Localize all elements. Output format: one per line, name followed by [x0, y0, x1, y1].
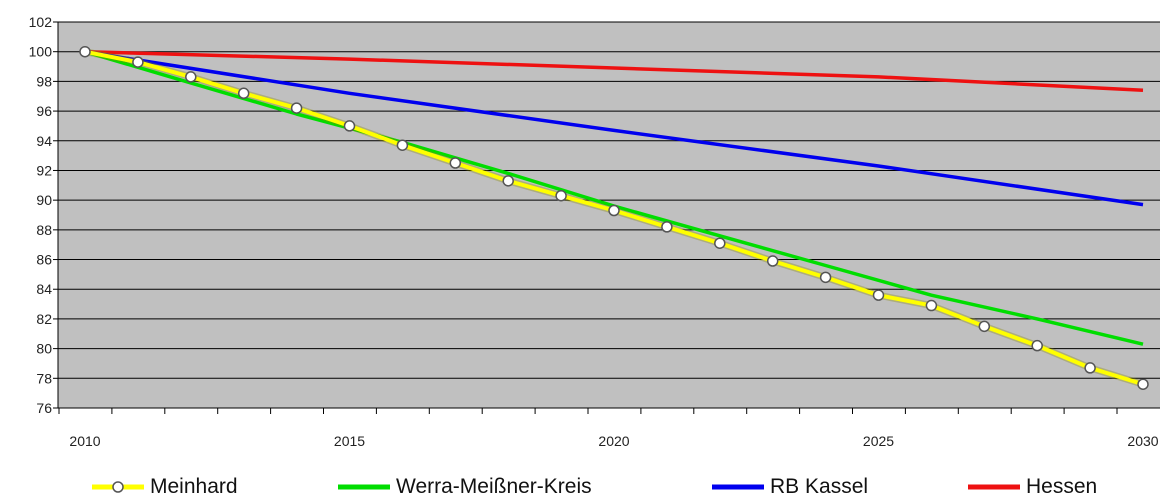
y-tick-label: 90: [36, 192, 52, 208]
data-point-meinhard: [555, 189, 567, 202]
y-tick-label: 100: [29, 44, 53, 60]
axes: 76 78 80 82 84 86 88 90 92 94 96 98 100 102 2010 2015 20…: [29, 14, 1160, 449]
legend-label-meinhard: Meinhard: [150, 475, 238, 498]
data-point-meinhard: [185, 71, 197, 83]
y-tick-label: 88: [36, 222, 52, 238]
data-point-meinhard: [396, 139, 409, 151]
series-layer: [79, 45, 1149, 390]
data-point-meinhard: [819, 271, 832, 284]
x-tick-label: 2030: [1127, 433, 1158, 449]
legend-swatch-hessen: [968, 484, 1020, 490]
y-tick-label: 92: [36, 162, 52, 178]
data-point-meinhard: [343, 120, 356, 132]
y-tick-label: 86: [36, 252, 52, 268]
data-point-meinhard: [714, 237, 726, 249]
y-tick-label: 78: [36, 370, 52, 386]
data-point-meinhard: [978, 320, 991, 333]
data-point-meinhard: [502, 175, 514, 187]
y-tick-label: 76: [36, 400, 52, 416]
data-point-meinhard: [661, 221, 673, 233]
y-tick-label: 82: [36, 311, 52, 327]
line-chart: 76 78 80 82 84 86 88 90 92 94 96 98 100 102 2010 2015 20…: [29, 14, 1160, 449]
data-point-meinhard: [608, 204, 620, 217]
y-tick-label: 84: [36, 281, 52, 297]
legend-swatch-meinhard: [92, 481, 144, 493]
legend-item-hessen: Hessen: [968, 474, 1097, 500]
y-tick-label: 102: [29, 14, 53, 30]
legend-swatch-rb-kassel: [712, 484, 764, 490]
plot-area: [58, 22, 1160, 408]
legend-label-werra-meissner-kreis: Werra-Meißner-Kreis: [396, 475, 592, 498]
y-tick-label: 96: [36, 103, 52, 119]
legend-label-rb-kassel: RB Kassel: [770, 475, 869, 498]
data-point-meinhard: [132, 56, 144, 68]
data-point-meinhard: [79, 45, 91, 58]
legend-item-werra-meissner-kreis: Werra-Meißner-Kreis: [338, 474, 592, 500]
series-line-hessen: [84, 49, 1144, 93]
data-point-meinhard: [872, 289, 885, 301]
series-line-rb-kassel: [84, 49, 1144, 207]
data-point-meinhard: [1084, 362, 1096, 374]
data-point-meinhard: [766, 255, 779, 267]
data-point-meinhard: [1031, 339, 1043, 352]
y-tick-label: 98: [36, 73, 52, 89]
legend: Meinhard Werra-Meißner-Kreis RB Kassel H…: [0, 470, 1160, 504]
data-point-meinhard: [290, 102, 303, 114]
legend-item-meinhard: Meinhard: [92, 474, 238, 500]
x-tick-label: 2020: [598, 433, 629, 449]
data-point-meinhard: [925, 299, 938, 312]
data-point-meinhard: [449, 157, 462, 169]
x-tick-label: 2025: [863, 433, 894, 449]
legend-label-hessen: Hessen: [1026, 475, 1098, 498]
legend-swatch-werra-meissner-kreis: [338, 484, 390, 490]
y-tick-label: 94: [36, 133, 52, 149]
grid-lines: [58, 21, 1160, 409]
legend-item-rb-kassel: RB Kassel: [712, 474, 868, 500]
x-tick-label: 2010: [69, 433, 100, 449]
data-point-meinhard: [1137, 378, 1149, 390]
x-tick-label: 2015: [334, 433, 365, 449]
y-tick-label: 80: [36, 341, 52, 357]
data-point-meinhard: [237, 87, 250, 100]
